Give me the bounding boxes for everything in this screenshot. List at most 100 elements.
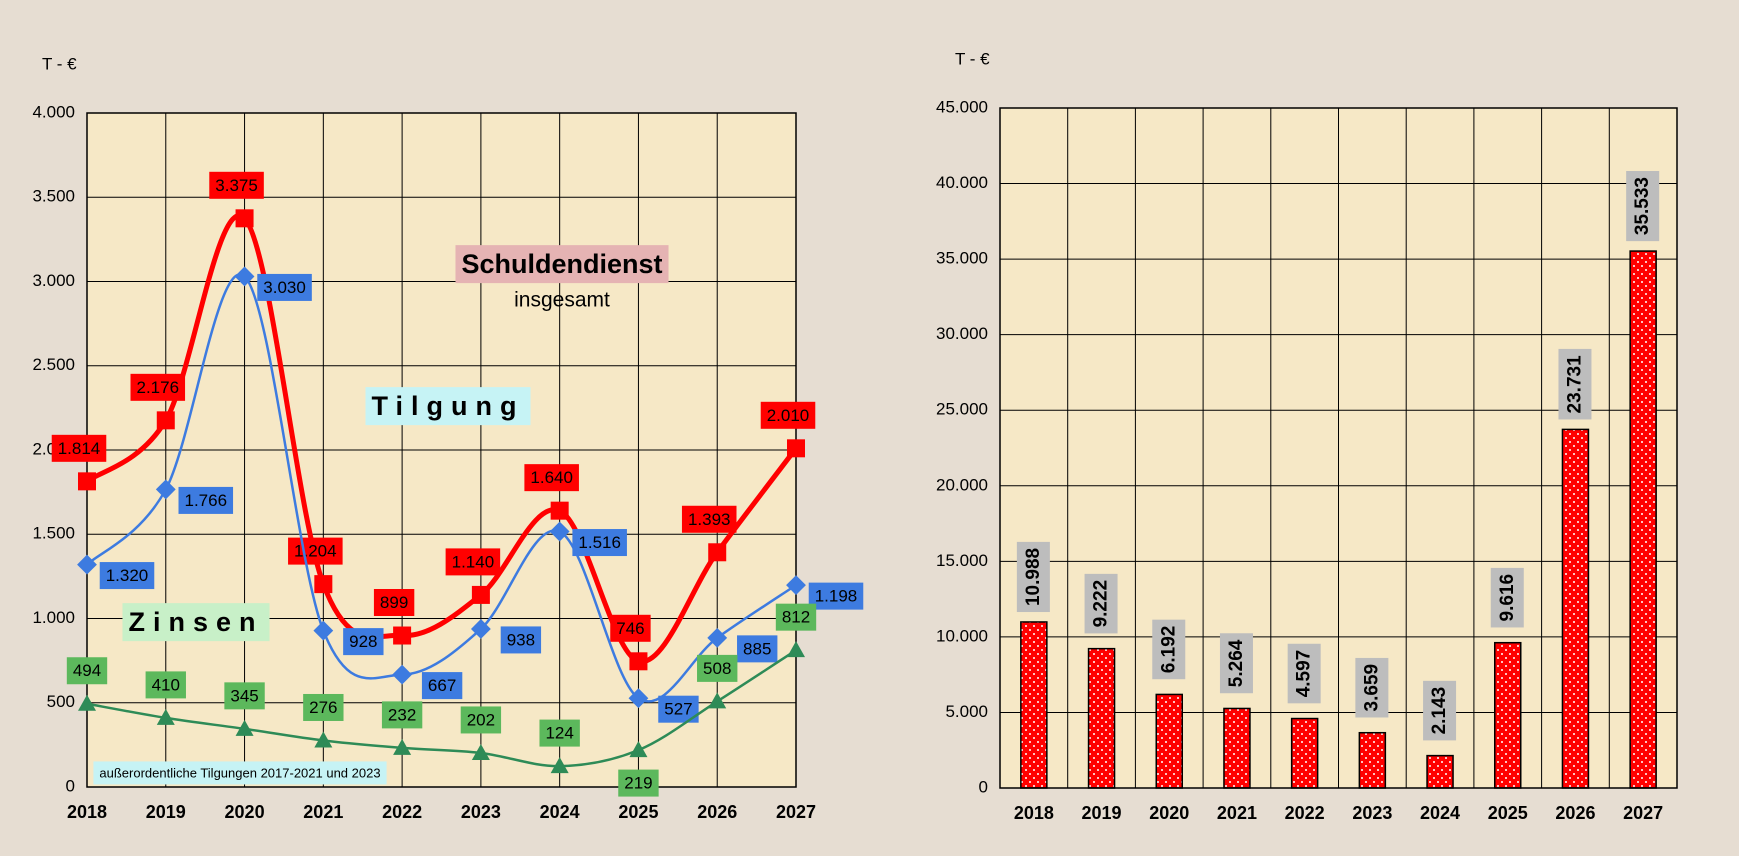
data-label: 276	[309, 698, 337, 717]
marker	[628, 688, 649, 709]
data-label: 9.616	[1497, 574, 1518, 622]
data-label-box	[51, 434, 107, 462]
data-label-group: 885	[737, 635, 778, 663]
data-label-box	[303, 693, 344, 721]
y-tick-label: 5.000	[945, 702, 988, 721]
marker	[786, 575, 806, 596]
marker	[78, 694, 96, 711]
x-tick-label: 2024	[540, 802, 580, 822]
bar	[1087, 647, 1116, 789]
legend-schuldendienst-box	[455, 245, 669, 284]
x-tick-label: 2020	[1149, 803, 1189, 823]
data-label-group: 1.140	[445, 548, 501, 576]
marker	[314, 731, 333, 748]
data-label-box	[381, 701, 423, 729]
x-tick-label: 2026	[697, 802, 737, 822]
x-tick-label: 2023	[1352, 803, 1392, 823]
data-label-box	[500, 626, 542, 654]
data-label-box	[524, 464, 579, 492]
data-label-box	[209, 171, 264, 199]
marker	[156, 411, 175, 430]
data-label: 1.393	[688, 510, 731, 529]
data-label-box	[1490, 567, 1524, 628]
data-label: 1.814	[58, 439, 101, 458]
data-label: 23.731	[1564, 355, 1585, 414]
data-label-box	[99, 562, 155, 590]
y-tick-label: 35.000	[936, 249, 988, 268]
data-label: 2.176	[137, 378, 180, 397]
marker	[470, 619, 491, 639]
data-label: 746	[616, 619, 644, 638]
data-label-box	[1219, 633, 1253, 694]
data-label-box	[808, 582, 864, 610]
y-tick-label: 3.500	[32, 187, 75, 206]
y-tick-label: 25.000	[936, 400, 988, 419]
data-label: 232	[388, 705, 416, 724]
data-label-group: 938	[500, 626, 542, 654]
data-label-group: 410	[145, 671, 186, 699]
data-label: 219	[624, 774, 652, 793]
data-label-group: 508	[697, 654, 738, 682]
data-label-group: 667	[421, 672, 463, 700]
bar	[1290, 717, 1319, 789]
data-label-group: 10.988	[1016, 541, 1050, 613]
marker	[314, 575, 333, 594]
data-label: 410	[152, 675, 180, 694]
bar	[1020, 621, 1048, 789]
data-label-group: 494	[66, 657, 108, 685]
marker	[550, 501, 569, 520]
data-label: 1.640	[530, 468, 573, 487]
data-label-group: 1.516	[572, 529, 627, 557]
y-tick-label: 1.500	[32, 524, 75, 543]
data-label-box	[539, 719, 580, 747]
y-tick-label: 20.000	[936, 475, 988, 494]
data-label-box	[760, 401, 816, 429]
y-tick-label: 15.000	[936, 551, 988, 570]
data-label-box	[460, 706, 502, 734]
data-label-box	[1016, 541, 1050, 613]
marker	[393, 626, 412, 645]
x-tick-label: 2025	[618, 802, 658, 822]
y-tick-label: 0	[979, 777, 988, 796]
marker	[471, 585, 490, 604]
marker	[787, 641, 805, 658]
bar	[1155, 693, 1183, 789]
data-label: 899	[380, 593, 408, 612]
data-label-box	[610, 614, 651, 642]
data-label-box	[373, 589, 415, 617]
legend-zinsen: Zinsen	[128, 607, 263, 637]
data-label-group: 2.176	[130, 373, 186, 401]
data-label: 202	[467, 710, 495, 729]
marker	[708, 692, 727, 709]
data-label-group: 9.616	[1490, 567, 1524, 628]
data-label-box	[737, 635, 778, 663]
bar	[1426, 754, 1454, 789]
data-label: 35.533	[1632, 177, 1653, 235]
legend-subtitle: insgesamt	[514, 289, 610, 312]
data-label: 928	[349, 632, 377, 651]
data-label: 9.222	[1091, 580, 1112, 628]
marker	[550, 757, 569, 774]
data-label: 938	[507, 630, 535, 649]
data-label: 3.030	[263, 278, 306, 297]
legend-schuldendienst: Schuldendienst	[461, 249, 662, 279]
data-label-box	[66, 657, 108, 685]
data-label-box	[288, 537, 343, 565]
data-label: 667	[428, 676, 456, 695]
data-label: 1.204	[294, 542, 337, 561]
data-label-group: 746	[610, 614, 651, 642]
y-tick-label: 30.000	[936, 324, 988, 343]
data-label-group: 1.766	[178, 486, 234, 514]
legend-zinsen-box	[122, 603, 270, 642]
x-tick-label: 2026	[1555, 803, 1595, 823]
data-label-group: 232	[381, 701, 423, 729]
data-label: 1.516	[578, 533, 621, 552]
data-label: 508	[703, 659, 731, 678]
data-label-group: 4.597	[1287, 643, 1321, 704]
data-label: 3.659	[1361, 664, 1382, 712]
data-label-box	[1423, 680, 1457, 741]
legend-tilgung-box	[365, 387, 531, 426]
legend-tilgung-group: Tilgung	[365, 387, 531, 426]
